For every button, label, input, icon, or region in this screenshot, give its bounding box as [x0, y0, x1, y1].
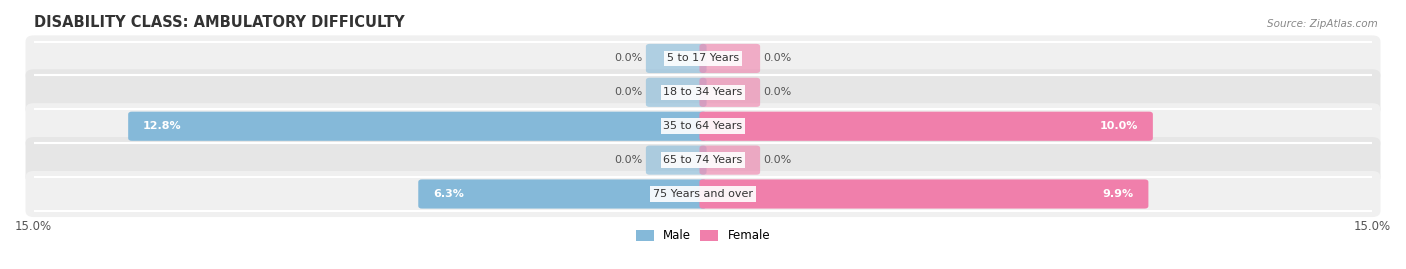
- Text: 6.3%: 6.3%: [433, 189, 464, 199]
- FancyBboxPatch shape: [699, 112, 1153, 141]
- Text: DISABILITY CLASS: AMBULATORY DIFFICULTY: DISABILITY CLASS: AMBULATORY DIFFICULTY: [34, 15, 404, 30]
- Text: 12.8%: 12.8%: [143, 121, 181, 131]
- FancyBboxPatch shape: [25, 137, 1381, 183]
- FancyBboxPatch shape: [699, 44, 761, 73]
- Text: 0.0%: 0.0%: [614, 87, 643, 97]
- Text: 0.0%: 0.0%: [763, 87, 792, 97]
- FancyBboxPatch shape: [699, 179, 1149, 208]
- Text: 0.0%: 0.0%: [614, 155, 643, 165]
- FancyBboxPatch shape: [699, 146, 761, 175]
- FancyBboxPatch shape: [699, 78, 761, 107]
- Legend: Male, Female: Male, Female: [631, 225, 775, 247]
- FancyBboxPatch shape: [645, 146, 707, 175]
- FancyBboxPatch shape: [25, 36, 1381, 82]
- FancyBboxPatch shape: [645, 44, 707, 73]
- Text: 5 to 17 Years: 5 to 17 Years: [666, 54, 740, 63]
- Text: Source: ZipAtlas.com: Source: ZipAtlas.com: [1267, 19, 1378, 29]
- Text: 18 to 34 Years: 18 to 34 Years: [664, 87, 742, 97]
- FancyBboxPatch shape: [25, 171, 1381, 217]
- Text: 0.0%: 0.0%: [614, 54, 643, 63]
- Text: 65 to 74 Years: 65 to 74 Years: [664, 155, 742, 165]
- FancyBboxPatch shape: [128, 112, 707, 141]
- FancyBboxPatch shape: [645, 78, 707, 107]
- Text: 35 to 64 Years: 35 to 64 Years: [664, 121, 742, 131]
- Text: 10.0%: 10.0%: [1099, 121, 1137, 131]
- Text: 9.9%: 9.9%: [1102, 189, 1133, 199]
- Text: 0.0%: 0.0%: [763, 155, 792, 165]
- FancyBboxPatch shape: [25, 103, 1381, 149]
- Text: 0.0%: 0.0%: [763, 54, 792, 63]
- Text: 75 Years and over: 75 Years and over: [652, 189, 754, 199]
- FancyBboxPatch shape: [418, 179, 707, 208]
- FancyBboxPatch shape: [25, 69, 1381, 115]
